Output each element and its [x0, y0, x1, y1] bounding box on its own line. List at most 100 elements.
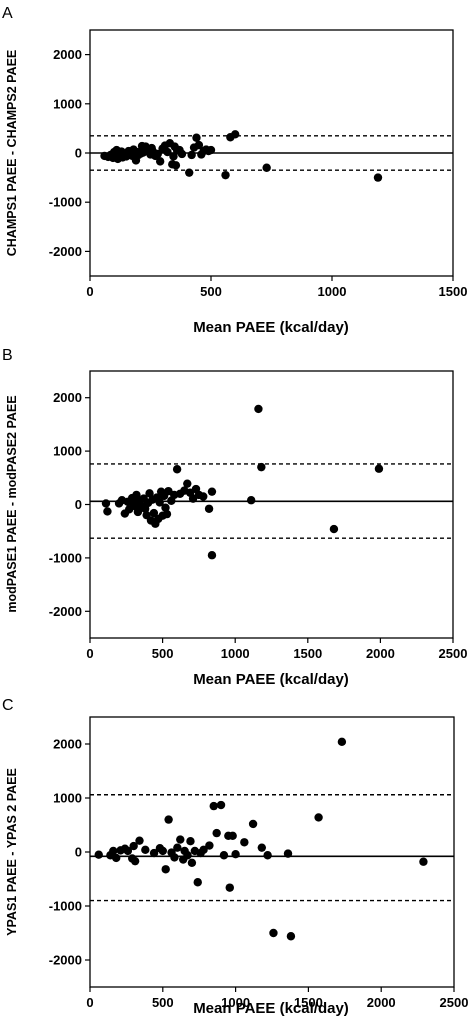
- data-point: [135, 836, 144, 845]
- x-tick-label: 2000: [366, 646, 395, 661]
- data-point: [205, 841, 214, 850]
- y-tick-label: -1000: [49, 899, 82, 914]
- ref-lines-c: [90, 794, 454, 902]
- x-tick-label: 2500: [439, 646, 468, 661]
- points-b: [101, 404, 384, 560]
- y-tick-label: 0: [75, 146, 82, 161]
- data-point: [192, 133, 201, 142]
- x-tick-label: 500: [152, 995, 174, 1010]
- data-point: [101, 499, 111, 508]
- x-tick-label: 1500: [439, 284, 468, 299]
- x-tick-label: 0: [86, 995, 93, 1010]
- data-point: [130, 856, 140, 866]
- x-ticks-a: 0 500 1000 1500: [86, 276, 467, 299]
- data-point: [183, 479, 192, 488]
- data-point: [262, 163, 271, 172]
- x-tick-label: 1000: [318, 284, 347, 299]
- data-point: [149, 848, 159, 858]
- y-tick-label: 2000: [53, 737, 82, 752]
- data-point: [109, 846, 118, 856]
- data-point: [94, 850, 103, 859]
- data-point: [329, 524, 339, 534]
- x-tick-label: 1500: [294, 995, 323, 1010]
- data-point: [153, 149, 162, 159]
- x-ticks-c: 0 500 1000 1500 2000 2500: [86, 987, 468, 1010]
- x-tick-label: 0: [86, 284, 93, 299]
- data-point: [103, 507, 112, 516]
- x-tick-label: 500: [200, 284, 222, 299]
- x-tick-label: 500: [152, 646, 174, 661]
- data-point: [254, 404, 263, 414]
- data-point: [123, 846, 133, 856]
- data-point: [161, 503, 170, 512]
- y-ticks-a: 2000 1000 0 -1000 -2000: [49, 47, 90, 259]
- y-tick-label: -1000: [49, 550, 82, 565]
- x-tick-label: 2000: [367, 995, 396, 1010]
- data-point: [161, 865, 170, 874]
- data-point: [263, 851, 272, 860]
- data-point: [112, 853, 121, 863]
- data-point: [162, 509, 172, 519]
- data-point: [199, 845, 208, 855]
- data-point: [172, 465, 182, 474]
- data-point: [225, 883, 234, 892]
- y-tick-label: 2000: [53, 390, 82, 405]
- data-point: [185, 168, 194, 177]
- data-point: [207, 487, 217, 496]
- data-point: [164, 815, 173, 824]
- x-tick-label: 0: [86, 646, 93, 661]
- data-point: [199, 492, 208, 501]
- data-point: [207, 551, 217, 560]
- x-axis-title-c: Mean PAEE (kcal/day): [193, 1000, 349, 1017]
- x-axis-title-b: Mean PAEE (kcal/day): [193, 671, 349, 688]
- y-axis-title-b: modPASE1 PAEE - modPASE2 PAEE: [5, 395, 19, 612]
- data-point: [170, 853, 179, 862]
- data-point: [228, 831, 237, 840]
- data-point: [129, 841, 138, 851]
- data-point: [257, 843, 267, 852]
- data-point: [373, 173, 383, 182]
- data-point: [173, 843, 182, 852]
- panel-label-a: A: [2, 5, 13, 22]
- data-point: [337, 737, 347, 747]
- points-a: [100, 130, 383, 182]
- data-point: [158, 846, 167, 856]
- y-tick-label: 1000: [53, 96, 82, 111]
- y-ticks-c: 2000 1000 0 -1000 -2000: [49, 737, 90, 968]
- data-point: [163, 147, 172, 157]
- data-point: [286, 932, 296, 941]
- y-tick-label: 0: [75, 845, 82, 860]
- panel-label-c: C: [2, 697, 14, 714]
- data-point: [209, 801, 218, 811]
- x-tick-label: 2500: [440, 995, 469, 1010]
- data-point: [155, 498, 164, 507]
- y-axis-title-a: CHAMPS1 PAEE - CHAMPS2 PAEE: [5, 50, 19, 257]
- data-point: [194, 140, 204, 150]
- panel-c: C 2000 1000 0 -1000 -2000 0 500 1000 1500 2000 25…: [2, 697, 468, 1017]
- data-point: [240, 838, 249, 847]
- data-point: [206, 145, 216, 155]
- points-c: [94, 737, 428, 941]
- data-point: [145, 489, 154, 498]
- data-point: [212, 828, 221, 838]
- data-point: [231, 130, 240, 139]
- data-point: [187, 858, 197, 867]
- data-point: [257, 462, 266, 472]
- y-tick-label: -2000: [49, 244, 82, 259]
- data-point: [248, 819, 258, 829]
- y-tick-label: 0: [75, 497, 82, 512]
- y-tick-label: 2000: [53, 47, 82, 62]
- data-point: [216, 800, 226, 810]
- panel-label-b: B: [2, 347, 13, 364]
- x-tick-label: 1000: [221, 995, 250, 1010]
- data-point: [186, 837, 195, 846]
- data-point: [246, 496, 256, 505]
- data-point: [177, 149, 187, 159]
- y-tick-label: -2000: [49, 953, 82, 968]
- data-point: [149, 508, 159, 518]
- y-tick-label: 1000: [53, 444, 82, 459]
- y-axis-title-c: YPAS1 PAEE - YPAS 2 PAEE: [5, 768, 19, 936]
- data-point: [204, 504, 214, 513]
- data-point: [176, 835, 185, 844]
